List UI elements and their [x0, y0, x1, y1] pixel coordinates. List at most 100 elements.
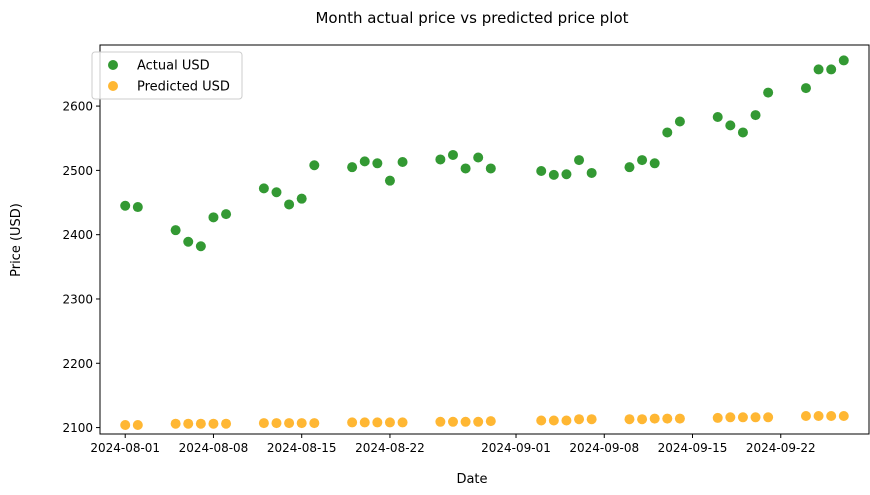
legend-marker-predicted [108, 81, 118, 91]
predicted-point [221, 418, 232, 429]
predicted-point [763, 412, 774, 423]
legend-marker-actual [108, 60, 118, 70]
actual-point [195, 241, 206, 252]
actual-point [800, 83, 811, 94]
predicted-point [561, 415, 572, 426]
actual-point [258, 183, 269, 194]
x-tick-label: 2024-09-08 [569, 441, 639, 455]
y-tick-label: 2200 [62, 357, 93, 371]
predicted-point [309, 418, 320, 429]
actual-point [170, 225, 181, 236]
legend-label-predicted: Predicted USD [137, 80, 230, 95]
predicted-point [473, 416, 484, 427]
predicted-point [838, 410, 849, 421]
actual-point [649, 158, 660, 169]
x-axis: 2024-08-01 2024-08-08 2024-08-15 2024-08-22… [90, 434, 816, 455]
x-tick-label: 2024-08-22 [355, 441, 425, 455]
predicted-point [574, 414, 585, 425]
x-tick-label: 2024-09-15 [658, 441, 728, 455]
actual-point [359, 156, 370, 167]
predicted-point [649, 413, 660, 424]
predicted-point [750, 412, 761, 423]
predicted-point [170, 418, 181, 429]
predicted-point [725, 412, 736, 423]
predicted-point [737, 412, 748, 423]
predicted-point [132, 419, 143, 430]
y-tick-label: 2100 [62, 421, 93, 435]
actual-point [384, 175, 395, 186]
chart-title: Month actual price vs predicted price pl… [315, 9, 628, 27]
actual-point [284, 199, 295, 210]
actual-point [183, 236, 194, 247]
actual-point [737, 127, 748, 138]
y-tick-label: 2600 [62, 100, 93, 114]
predicted-point [208, 418, 219, 429]
predicted-point [271, 418, 282, 429]
predicted-point [586, 414, 597, 425]
predicted-point [183, 418, 194, 429]
predicted-point [372, 417, 383, 428]
predicted-point [284, 418, 295, 429]
x-tick-label: 2024-08-15 [267, 441, 337, 455]
predicted-point [460, 416, 471, 427]
actual-point [763, 87, 774, 98]
predicted-point [435, 416, 446, 427]
actual-point [750, 110, 761, 121]
actual-point [725, 120, 736, 131]
actual-point [447, 149, 458, 160]
predicted-point [624, 414, 635, 425]
actual-point [460, 163, 471, 174]
actual-point [637, 155, 648, 166]
predicted-point [296, 418, 307, 429]
predicted-point [712, 412, 723, 423]
x-axis-label: Date [456, 472, 487, 487]
predicted-point [485, 416, 496, 427]
actual-point [347, 162, 358, 173]
actual-point [813, 64, 824, 75]
actual-point [397, 157, 408, 168]
predicted-point [536, 415, 547, 426]
axes-frame [99, 44, 870, 435]
actual-point [473, 152, 484, 163]
legend-box [91, 51, 243, 100]
predicted-point [548, 415, 559, 426]
actual-point [485, 163, 496, 174]
actual-point [120, 200, 131, 211]
y-axis: 2100 2200 2300 2400 2500 2600 [62, 100, 100, 435]
actual-point [132, 202, 143, 213]
actual-point [561, 169, 572, 180]
actual-point [662, 127, 673, 138]
actual-point [221, 209, 232, 220]
predicted-point [258, 418, 269, 429]
actual-point [674, 116, 685, 127]
actual-point [838, 55, 849, 66]
y-tick-label: 2400 [62, 228, 93, 242]
actual-point [826, 64, 837, 75]
actual-point [372, 158, 383, 169]
predicted-point [397, 417, 408, 428]
actual-point [586, 167, 597, 178]
x-tick-label: 2024-08-01 [90, 441, 160, 455]
predicted-point [359, 417, 370, 428]
x-tick-label: 2024-08-08 [179, 441, 249, 455]
predicted-point [800, 410, 811, 421]
predicted-point [637, 414, 648, 425]
y-tick-label: 2300 [62, 292, 93, 306]
predicted-point [384, 417, 395, 428]
actual-point [548, 169, 559, 180]
predicted-point [826, 410, 837, 421]
predicted-point [195, 418, 206, 429]
actual-point [712, 112, 723, 123]
y-tick-label: 2500 [62, 164, 93, 178]
predicted-point [447, 416, 458, 427]
actual-point [309, 160, 320, 171]
actual-point [574, 155, 585, 166]
x-tick-label: 2024-09-22 [746, 441, 816, 455]
predicted-point [674, 413, 685, 424]
x-tick-label: 2024-09-01 [481, 441, 551, 455]
predicted-point [662, 413, 673, 424]
actual-point [435, 154, 446, 165]
legend: Actual USD Predicted USD [91, 51, 243, 100]
actual-point [296, 193, 307, 204]
